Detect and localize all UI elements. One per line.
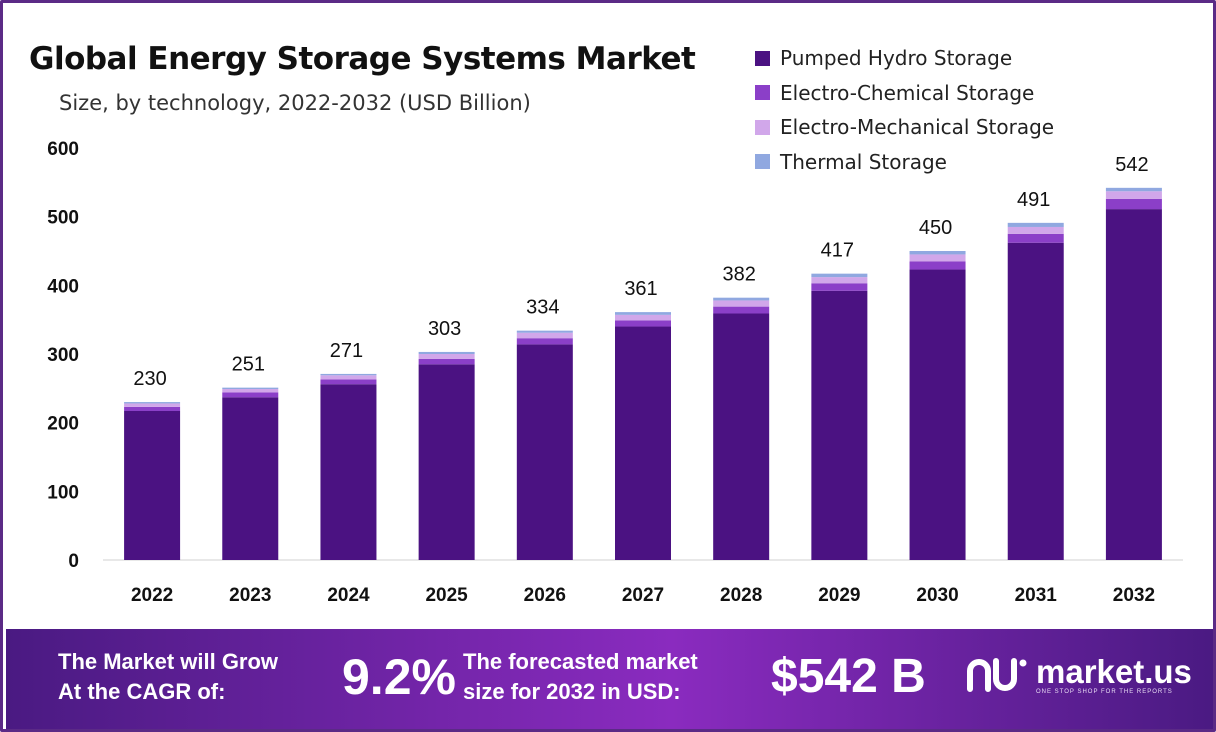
bar-segment (222, 389, 279, 393)
legend-label: Pumped Hydro Storage (780, 46, 1013, 71)
bar-segment (124, 402, 181, 404)
bar-segment (222, 392, 279, 398)
legend-item: Electro-Mechanical Storage (755, 110, 1054, 145)
legend-label: Electro-Mechanical Storage (780, 115, 1055, 140)
data-label: 542 (1115, 154, 1148, 176)
bar-segment (713, 306, 770, 314)
bar-segment (418, 351, 475, 354)
bar-segment (418, 358, 475, 365)
legend-swatch (755, 85, 770, 101)
legend-swatch (755, 50, 770, 66)
bar-segment (1105, 198, 1162, 210)
bar-segment (909, 254, 966, 262)
bar-segment (516, 330, 573, 333)
footer-banner: The Market will Grow At the CAGR of: 9.2… (6, 629, 1213, 729)
brand-logo: market.us ONE STOP SHOP FOR THE REPORTS (966, 655, 1192, 695)
y-tick-label: 400 (47, 276, 79, 297)
bar-segment (516, 338, 573, 345)
cagr-label: The Market will Grow At the CAGR of: (58, 649, 279, 704)
legend-swatch (755, 119, 770, 135)
legend-item: Electro-Chemical Storage (755, 76, 1054, 111)
bar-segment (1105, 209, 1162, 560)
bar-segment (222, 397, 279, 560)
legend-item: Thermal Storage (755, 145, 1054, 180)
bar-segment (615, 312, 671, 315)
x-tick-label: 2025 (425, 585, 468, 606)
forecast-value: $542 B (771, 650, 926, 703)
bar-segment (1007, 226, 1064, 234)
data-label: 303 (428, 318, 461, 340)
bar-segment (320, 379, 377, 385)
brand-tagline: ONE STOP SHOP FOR THE REPORTS (1036, 689, 1173, 695)
bar-segment (320, 384, 377, 560)
bar-segment (124, 406, 181, 411)
bar-segment (713, 297, 770, 301)
bar-segment (615, 320, 671, 327)
bar-chart: 0 100 200 300 400 500 600 230 2022 251 2023 271 2024… (47, 139, 1183, 606)
x-tick-label: 2022 (131, 585, 173, 606)
bar-segment (1105, 191, 1162, 199)
y-tick-label: 100 (47, 482, 79, 503)
bar-segment (811, 283, 868, 291)
bar-segment (1007, 233, 1064, 243)
bar-segment (222, 387, 279, 390)
x-tick-label: 2028 (720, 585, 762, 606)
legend-label: Electro-Chemical Storage (780, 80, 1035, 105)
legend-swatch (755, 154, 770, 170)
x-tick-label: 2032 (1113, 585, 1155, 606)
bar-segment (1007, 222, 1064, 227)
data-label: 251 (232, 354, 265, 376)
x-tick-label: 2029 (818, 585, 860, 606)
bar-segment (713, 300, 770, 307)
x-tick-label: 2030 (916, 585, 958, 606)
bar-segment (811, 290, 868, 560)
legend-item: Pumped Hydro Storage (755, 41, 1054, 76)
market-us-logo-icon (967, 658, 1027, 692)
brand-name: market.us (1036, 653, 1192, 690)
bar-segment (811, 277, 868, 284)
bar-segment (516, 344, 573, 560)
bar-segment (713, 313, 770, 560)
data-label: 417 (821, 240, 854, 262)
bar-segment (909, 269, 966, 560)
bar-segment (1105, 187, 1162, 192)
y-tick-label: 600 (47, 139, 79, 160)
data-label: 271 (330, 340, 363, 362)
bar-segment (615, 326, 671, 560)
data-label: 230 (133, 368, 166, 390)
x-tick-label: 2026 (524, 585, 566, 606)
data-label: 450 (919, 217, 952, 239)
bar-segment (124, 410, 181, 560)
x-tick-label: 2031 (1015, 585, 1058, 606)
bar-segment (615, 314, 671, 321)
x-tick-label: 2023 (229, 585, 271, 606)
y-tick-label: 0 (68, 551, 79, 572)
y-tick-label: 500 (47, 208, 79, 229)
x-tick-label: 2024 (327, 585, 370, 606)
y-tick-label: 200 (47, 414, 79, 435)
bar-segment (516, 332, 573, 339)
data-label: 361 (624, 278, 657, 300)
forecast-label: The forecasted market size for 2032 in U… (463, 649, 698, 704)
legend-label: Thermal Storage (780, 149, 947, 174)
x-tick-label: 2027 (622, 585, 664, 606)
bar-segment (124, 403, 181, 407)
chart-subtitle: Size, by technology, 2022-2032 (USD Bill… (59, 91, 531, 115)
bar-segment (418, 354, 475, 359)
y-tick-label: 300 (47, 345, 79, 366)
cagr-value: 9.2% (342, 649, 456, 705)
chart-title: Global Energy Storage Systems Market (29, 41, 696, 77)
chart-legend: Pumped Hydro Storage Electro-Chemical Sto… (755, 41, 1054, 179)
bar-segment (811, 273, 868, 278)
data-label: 491 (1017, 189, 1050, 211)
bar-segment (320, 375, 377, 380)
bar-segment (909, 251, 966, 255)
bar-segment (1007, 242, 1064, 560)
bar-segment (909, 261, 966, 270)
data-label: 334 (526, 297, 559, 319)
data-label: 382 (722, 264, 755, 286)
bar-segment (418, 364, 475, 560)
bar-segment (320, 373, 377, 376)
